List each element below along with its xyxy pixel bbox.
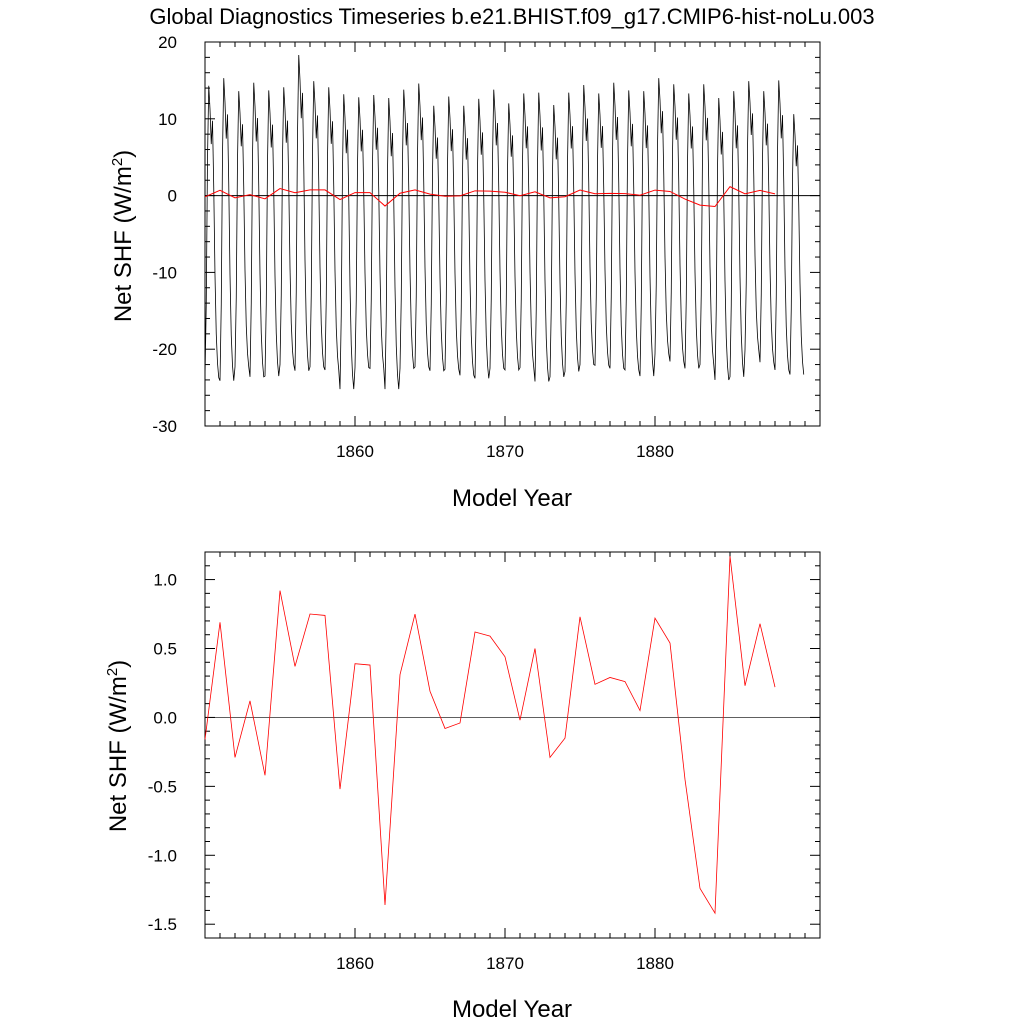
bottom-y-tick-label: 1.0 [153,571,177,590]
top-y-tick-label: -10 [152,263,177,282]
top-x-tick-label: 1870 [486,442,524,461]
monthly-series-line [204,55,805,390]
top-y-tick-label: 20 [158,33,177,52]
bottom-ticks: 1860 1870 1880 1.0 0.5 0.0 -0.5 -1.0 -1.5 [148,551,821,973]
bottom-x-tick-label: 1860 [336,954,374,973]
annual-series-line-top [204,185,776,208]
bottom-x-axis-title: Model Year [452,996,572,1023]
bottom-y-axis-title-sup: 2 [104,668,121,676]
bottom-panel: 1860 1870 1880 1.0 0.5 0.0 -0.5 -1.0 -1.5 Model … [104,551,821,1023]
bottom-x-tick-label: 1870 [486,954,524,973]
top-y-axis-title: Net SHF (W/m2) [109,150,137,322]
top-y-tick-label: 0 [168,187,177,206]
bottom-y-axis-title-close: ) [105,660,132,668]
top-y-axis-title-close: ) [110,150,137,158]
top-y-tick-label: -20 [152,340,177,359]
top-y-axis-title-main: Net SHF (W/m [110,166,137,322]
bottom-y-tick-label: -0.5 [148,777,177,796]
bottom-y-axis-title-main: Net SHF (W/m [105,676,132,832]
top-x-tick-label: 1880 [636,442,674,461]
top-x-tick-label: 1860 [336,442,374,461]
bottom-y-tick-label: 0.0 [153,708,177,727]
annual-series-line-bottom [204,556,776,915]
bottom-y-axis-title: Net SHF (W/m2) [104,660,132,832]
top-ticks: 1860 1870 1880 20 10 0 -10 -20 -30 [152,33,821,461]
bottom-y-tick-label: -1.5 [148,915,177,934]
top-y-tick-label: -30 [152,417,177,436]
top-y-tick-label: 10 [158,110,177,129]
bottom-y-tick-label: -1.0 [148,846,177,865]
bottom-x-tick-label: 1880 [636,954,674,973]
top-panel: 1860 1870 1880 20 10 0 -10 -20 -30 Model Year Ne… [109,33,821,512]
top-y-axis-title-sup: 2 [109,158,126,166]
top-x-axis-title: Model Year [452,485,572,512]
bottom-y-tick-label: 0.5 [153,640,177,659]
top-plot-frame [204,41,821,427]
figure-title: Global Diagnostics Timeseries b.e21.BHIS… [149,4,874,29]
